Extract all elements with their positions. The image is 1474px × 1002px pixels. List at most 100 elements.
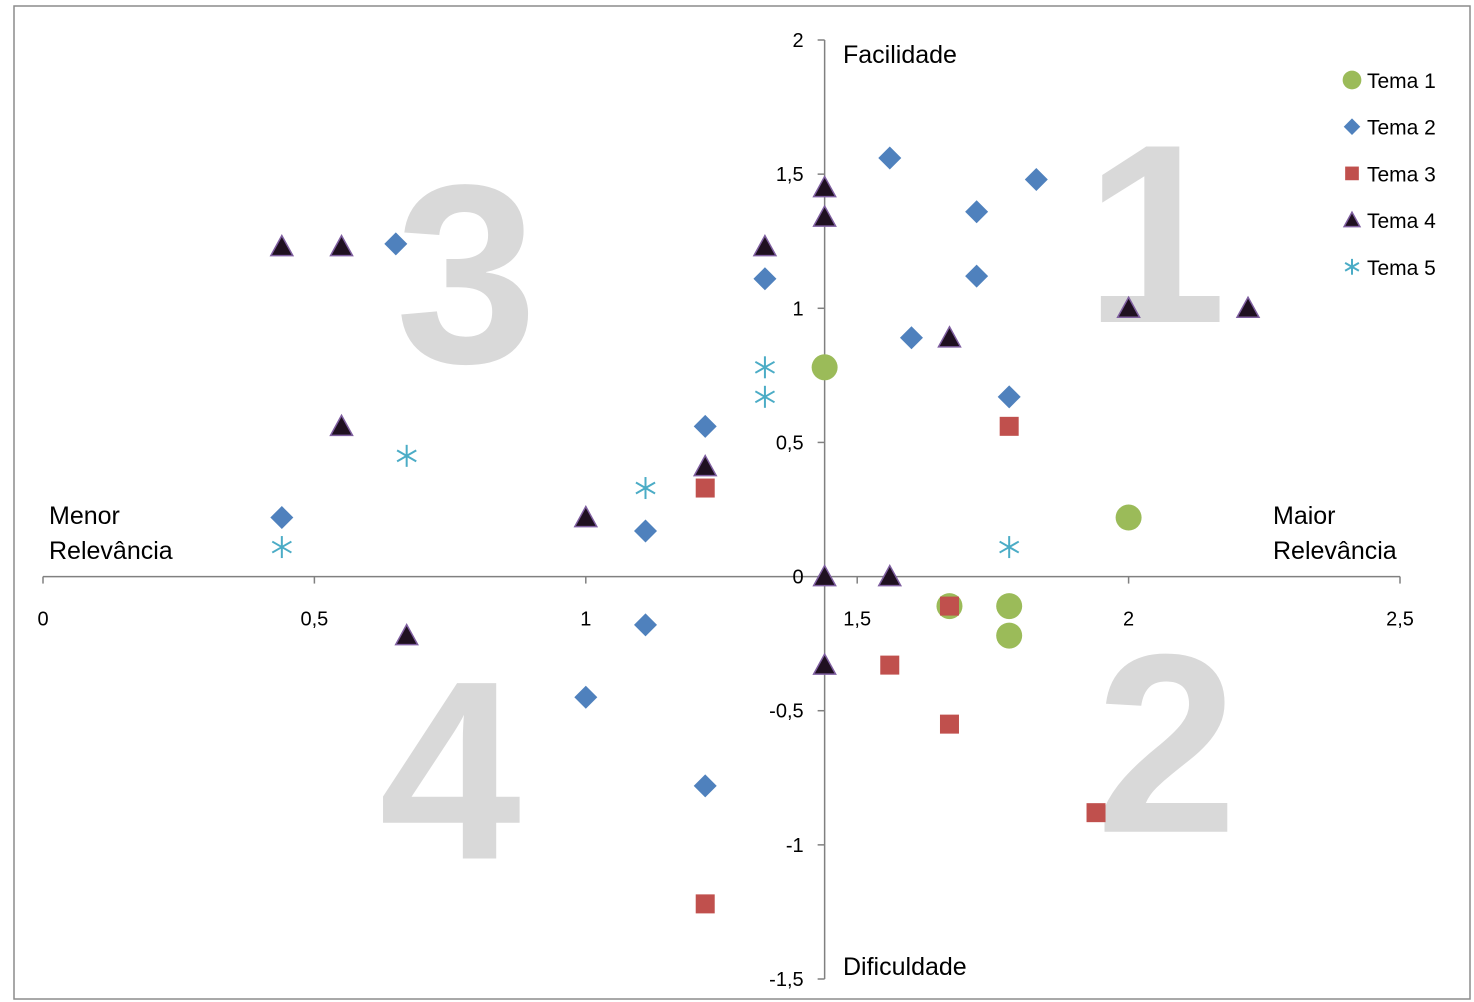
annotation-left-line2: Relevância <box>49 537 173 565</box>
data-point-stroke <box>999 540 1020 554</box>
data-point <box>271 536 292 559</box>
legend-marker <box>1342 70 1362 90</box>
legend: Tema 1 Tema 2 Tema 3 Tema 4 Tema 5 <box>1342 70 1436 280</box>
data-point <box>695 894 715 914</box>
data-point <box>752 234 778 257</box>
data-point <box>384 232 408 256</box>
data-point <box>754 356 775 379</box>
data-point <box>329 413 354 437</box>
annotation-left-line1: Menor <box>49 502 120 530</box>
legend-entry: Tema 3 <box>1345 163 1436 186</box>
x-tick-label: 1,5 <box>843 609 871 631</box>
data-point-stroke <box>754 360 775 374</box>
data-point <box>574 685 598 709</box>
annotation-top: Facilidade <box>843 41 957 69</box>
legend-entry: Tema 4 <box>1342 210 1436 233</box>
data-point <box>695 478 715 498</box>
data-point <box>1235 295 1261 319</box>
data-point <box>270 506 294 530</box>
data-point <box>996 593 1023 620</box>
chart-border <box>13 5 1471 1000</box>
data-point <box>753 267 777 291</box>
data-point <box>573 504 599 528</box>
data-point <box>937 325 962 348</box>
data-point <box>997 385 1021 409</box>
annotation-right-line2: Relevância <box>1273 537 1397 565</box>
legend-entry: Tema 1 <box>1342 70 1436 93</box>
quadrant-label-4: 4 <box>379 629 521 914</box>
data-point <box>1116 295 1141 319</box>
y-tick-label: 0,5 <box>776 432 804 454</box>
data-point-stroke <box>635 481 656 495</box>
annotation-right-line1: Maior <box>1273 502 1336 530</box>
legend-marker-stroke <box>1344 261 1360 272</box>
data-point-stroke <box>271 540 292 554</box>
data-point <box>1115 504 1142 531</box>
data-point <box>396 444 417 467</box>
data-point <box>812 204 837 227</box>
x-tick-label: 0 <box>37 609 48 631</box>
quadrant-labels: 1 2 3 4 <box>379 92 1237 914</box>
quadrant-label-1: 1 <box>1085 92 1227 377</box>
data-point <box>693 774 717 798</box>
data-point <box>999 416 1019 436</box>
data-point <box>939 714 959 734</box>
y-tick-label: -1 <box>786 835 804 857</box>
data-point <box>877 564 903 587</box>
data-point <box>812 564 837 587</box>
legend-marker <box>1345 166 1359 181</box>
data-point-stroke <box>396 449 417 463</box>
data-point <box>634 613 658 637</box>
y-tick-label: -0,5 <box>769 701 803 723</box>
data-point <box>812 652 837 675</box>
legend-marker <box>1342 210 1362 228</box>
x-tick-label: 1 <box>580 609 591 631</box>
x-tick-label: 2,5 <box>1386 609 1414 631</box>
data-point <box>754 385 775 408</box>
series-2 <box>270 146 1048 798</box>
y-tick-label: 1,5 <box>776 164 804 186</box>
data-point <box>899 326 923 350</box>
legend-label: Tema 4 <box>1367 210 1436 233</box>
data-point <box>880 655 900 675</box>
data-point <box>634 519 658 543</box>
legend-marker <box>1343 118 1361 135</box>
data-point <box>394 623 419 646</box>
legend-label: Tema 5 <box>1367 257 1436 280</box>
data-point-stroke <box>754 390 775 404</box>
axis-annotations: Facilidade Dificuldade Menor Relevância … <box>49 41 1397 981</box>
legend-label: Tema 2 <box>1367 117 1436 140</box>
quadrant-label-3: 3 <box>395 132 537 417</box>
axes: 0 0,5 1 1,5 2 2,5 2 1,5 1 0,5 0 -0,5 -1 -1,5 <box>37 30 1413 991</box>
series-5 <box>271 356 1020 559</box>
legend-entry: Tema 2 <box>1343 117 1436 140</box>
quadrant-label-2: 2 <box>1096 602 1238 887</box>
legend-label: Tema 1 <box>1367 70 1436 93</box>
data-point <box>996 622 1023 649</box>
x-tick-label: 0,5 <box>300 609 328 631</box>
data-point <box>1086 803 1106 823</box>
data-point <box>999 536 1020 559</box>
data-point <box>329 234 354 257</box>
data-point <box>965 264 989 288</box>
series-3 <box>695 416 1106 914</box>
y-tick-label: -1,5 <box>769 969 803 991</box>
y-tick-label: 0 <box>793 567 804 589</box>
data-points <box>269 146 1261 914</box>
data-point <box>692 454 718 477</box>
series-4 <box>269 174 1261 675</box>
x-tick-label: 2 <box>1123 609 1134 631</box>
data-point <box>811 354 838 381</box>
y-tick-label: 1 <box>793 298 804 320</box>
data-point <box>878 146 902 170</box>
data-point <box>269 234 295 257</box>
data-point <box>965 200 989 224</box>
annotation-bottom: Dificuldade <box>843 953 967 981</box>
legend-marker <box>1344 258 1360 275</box>
legend-entry: Tema 5 <box>1344 257 1436 280</box>
legend-label: Tema 3 <box>1367 163 1436 186</box>
data-point <box>635 477 656 500</box>
data-point <box>812 174 837 198</box>
data-point <box>693 414 717 438</box>
